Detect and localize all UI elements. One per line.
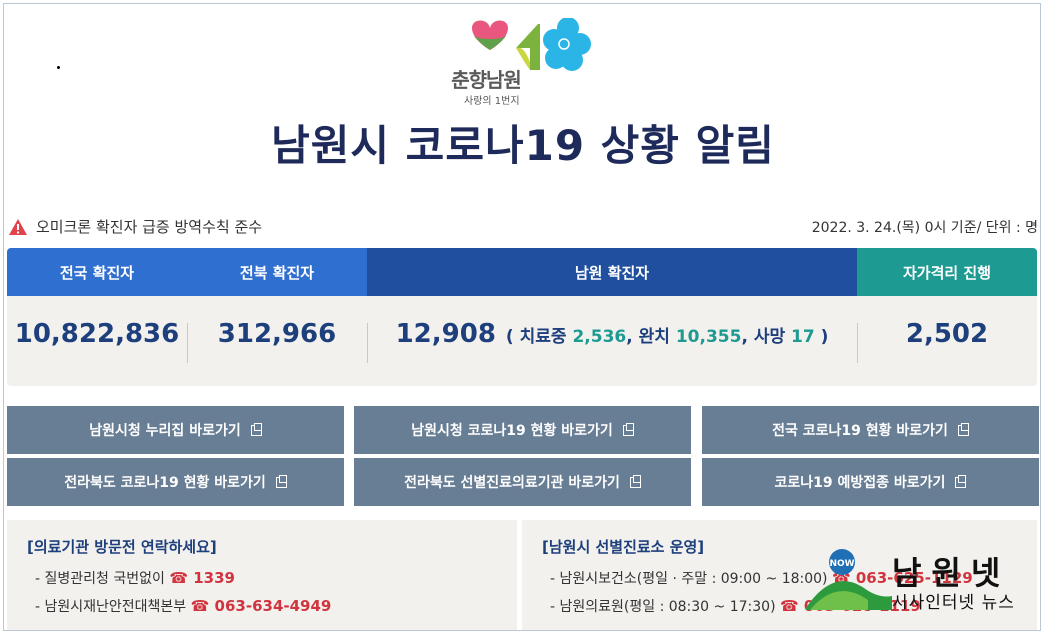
city-logo: 춘향남원 사랑의 1번지 xyxy=(436,18,616,108)
jeonbuk-cases: 312,966 xyxy=(217,319,337,349)
link-jeonbuk-screening-clinics[interactable]: 전라북도 선별진료의료기관 바로가기 xyxy=(354,458,691,506)
link-label: 코로나19 예방접종 바로가기 xyxy=(774,475,946,491)
link-namwon-homepage[interactable]: 남원시청 누리집 바로가기 xyxy=(7,406,344,454)
external-link-icon xyxy=(955,474,967,488)
stray-dot xyxy=(57,66,60,69)
divider xyxy=(187,323,188,363)
cured-label: , 완치 xyxy=(626,326,670,347)
phone-number[interactable]: ☎ 1339 xyxy=(169,569,235,587)
watermark-logo-icon: NOW xyxy=(806,549,892,610)
watermark-subtitle: 시사인터넷 뉴스 xyxy=(892,593,1015,613)
screening-clinic-title: [남원시 선별진료소 운영] xyxy=(542,538,705,556)
external-link-icon xyxy=(629,474,641,488)
national-cases: 10,822,836 xyxy=(14,319,180,349)
namwon-net-watermark: NOW 남원넷 시사인터넷 뉴스 xyxy=(806,548,1036,628)
external-link-icon xyxy=(957,422,969,436)
notice-text: 오미크론 확진자 급증 방역수칙 준수 xyxy=(36,218,263,236)
link-vaccination[interactable]: 코로나19 예방접종 바로가기 xyxy=(702,458,1039,506)
namwon-total: 12,908 xyxy=(395,319,496,349)
external-link-icon xyxy=(275,474,287,488)
page-title: 남원시 코로나19 상황 알림 xyxy=(271,121,775,170)
logo-name: 춘향남원 xyxy=(451,68,522,92)
header-self-isolation: 자가격리 진행 xyxy=(857,248,1037,296)
treating-label: ( 치료중 xyxy=(505,326,567,347)
detail-close: ) xyxy=(820,326,829,347)
link-label: 전라북도 선별진료의료기관 바로가기 xyxy=(404,475,620,491)
death-count: 17 xyxy=(791,326,815,347)
clinic-line: - 남원시보건소(평일 · 주말 : 09:00 ~ 18:00) ☎ 063-… xyxy=(550,568,973,588)
namwon-cases: 12,908 ( 치료중 2,536, 완치 10,355, 사망 17 ) xyxy=(367,310,857,358)
namwon-detail: ( 치료중 2,536, 완치 10,355, 사망 17 ) xyxy=(506,322,828,347)
divider xyxy=(367,323,368,363)
death-label: , 사망 xyxy=(741,326,786,347)
watermark-badge: NOW xyxy=(829,559,854,569)
contact-label: - 질병관리청 국번없이 xyxy=(35,571,165,587)
contact-info-title: [의료기관 방문전 연락하세요] xyxy=(27,538,217,556)
clinic-label: - 남원시보건소(평일 · 주말 : 09:00 ~ 18:00) xyxy=(550,571,828,587)
link-jeonbuk-covid-status[interactable]: 전라북도 코로나19 현황 바로가기 xyxy=(7,458,344,506)
treating-count: 2,536 xyxy=(572,326,627,347)
divider xyxy=(857,323,858,363)
clinic-label: - 남원의료원(평일 : 08:30 ~ 17:30) xyxy=(550,599,776,615)
contact-line: - 남원시재난안전대책본부 ☎ 063-634-4949 xyxy=(35,596,331,616)
link-label: 전라북도 코로나19 현황 바로가기 xyxy=(64,475,266,491)
warning-triangle-icon xyxy=(9,218,27,235)
reference-date: 2022. 3. 24.(목) 0시 기준/ 단위 : 명 xyxy=(811,220,1038,236)
stats-panel: 전국 확진자 전북 확진자 남원 확진자 자가격리 진행 10,822,836 … xyxy=(7,248,1037,386)
link-label: 남원시청 코로나19 현황 바로가기 xyxy=(411,423,613,439)
phone-number[interactable]: ☎ 063-634-4949 xyxy=(190,597,332,615)
logo-tagline: 사랑의 1번지 xyxy=(464,96,520,107)
contact-line: - 질병관리청 국번없이 ☎ 1339 xyxy=(35,568,235,588)
city-emblem-icon xyxy=(472,18,591,71)
phone-number[interactable]: ☎ 063-625-1129 xyxy=(831,569,973,587)
link-namwon-covid-status[interactable]: 남원시청 코로나19 현황 바로가기 xyxy=(354,406,691,454)
contact-info-box: [의료기관 방문전 연락하세요] - 질병관리청 국번없이 ☎ 1339 - 남… xyxy=(7,520,517,630)
page-frame xyxy=(3,3,1041,631)
link-national-covid-status[interactable]: 전국 코로나19 현황 바로가기 xyxy=(702,406,1039,454)
cured-count: 10,355 xyxy=(675,326,742,347)
header-national: 전국 확진자 xyxy=(7,248,187,296)
watermark-title: 남원넷 xyxy=(892,554,1011,592)
external-link-icon xyxy=(622,422,634,436)
self-isolation-count: 2,502 xyxy=(905,319,989,349)
notice-bar: 오미크론 확진자 급증 방역수칙 준수 xyxy=(8,216,262,237)
contact-label: - 남원시재난안전대책본부 xyxy=(35,599,187,615)
header-namwon: 남원 확진자 xyxy=(367,248,857,296)
link-label: 남원시청 누리집 바로가기 xyxy=(89,423,241,439)
header-jeonbuk: 전북 확진자 xyxy=(187,248,367,296)
link-label: 전국 코로나19 현황 바로가기 xyxy=(772,423,948,439)
external-link-icon xyxy=(250,422,262,436)
